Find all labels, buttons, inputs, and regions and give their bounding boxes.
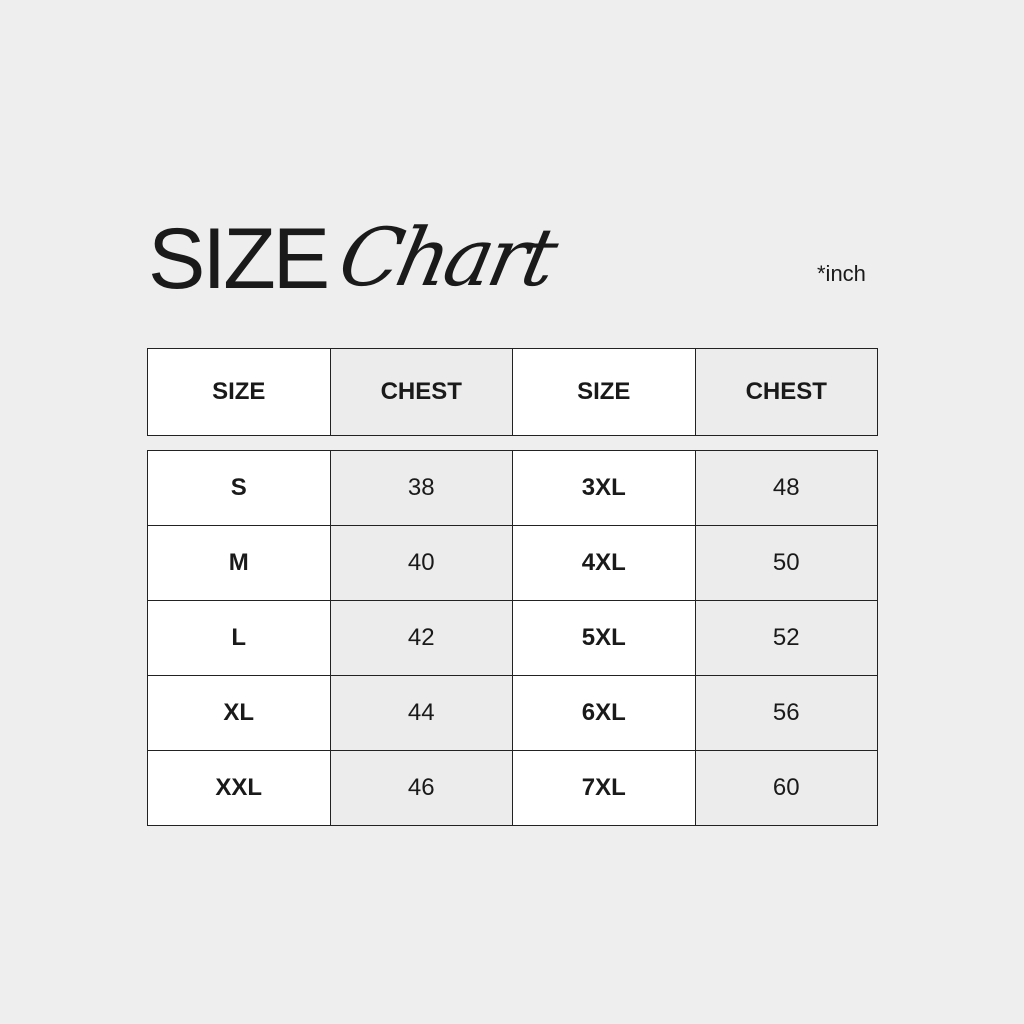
chest-cell: 50	[694, 525, 878, 601]
header-row: SIZE CHEST SIZE CHEST	[147, 348, 878, 436]
header-size: SIZE	[147, 348, 331, 436]
table-row: XXL 46 7XL 60	[147, 750, 878, 826]
size-cell: XL	[147, 675, 331, 751]
size-cell: XXL	[147, 750, 331, 826]
page-title: SIZE Chart	[148, 211, 562, 307]
chest-cell: 52	[694, 600, 878, 676]
chest-cell: 42	[329, 600, 513, 676]
table-row: M 40 4XL 50	[147, 525, 878, 601]
table-row: L 42 5XL 52	[147, 600, 878, 676]
chest-cell: 44	[329, 675, 513, 751]
size-cell: S	[147, 450, 331, 526]
chest-cell: 56	[694, 675, 878, 751]
header-chest: CHEST	[329, 348, 513, 436]
title-script: Chart	[331, 211, 562, 304]
size-cell: 5XL	[512, 600, 696, 676]
title-main: SIZE	[148, 211, 330, 307]
table-row: S 38 3XL 48	[147, 450, 878, 526]
size-cell: 3XL	[512, 450, 696, 526]
size-table-header: SIZE CHEST SIZE CHEST	[147, 348, 878, 436]
chest-cell: 60	[694, 750, 878, 826]
size-cell: 4XL	[512, 525, 696, 601]
unit-note: *inch	[817, 261, 866, 286]
chest-cell: 48	[694, 450, 878, 526]
size-cell: M	[147, 525, 331, 601]
header-size: SIZE	[512, 348, 696, 436]
size-table-body: S 38 3XL 48 M 40 4XL 50 L 42 5XL 52 XL 44 6XL 56 XXL 46 7X…	[147, 450, 878, 826]
chest-cell: 46	[329, 750, 513, 826]
size-cell: 7XL	[512, 750, 696, 826]
chest-cell: 38	[329, 450, 513, 526]
table-row: XL 44 6XL 56	[147, 675, 878, 751]
size-cell: 6XL	[512, 675, 696, 751]
size-cell: L	[147, 600, 331, 676]
chest-cell: 40	[329, 525, 513, 601]
header-chest: CHEST	[694, 348, 878, 436]
